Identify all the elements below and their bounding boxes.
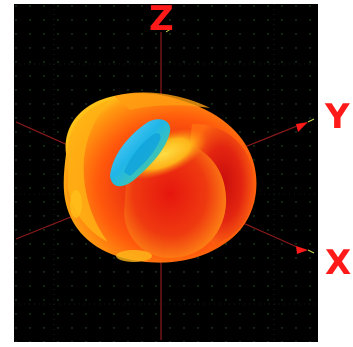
pattern-cold-highlight	[124, 133, 161, 176]
3d-viewport[interactable]	[14, 4, 318, 342]
y-axis-label: Y	[325, 97, 350, 137]
x-axis-tick-icon	[307, 249, 315, 254]
x-axis-arrow-icon	[296, 246, 308, 254]
pattern-rim-top	[114, 92, 210, 110]
pattern-left-accent	[70, 190, 82, 218]
y-axis-arrow-icon	[296, 122, 308, 132]
z-axis-label: Z	[149, 0, 174, 39]
x-axis-label: X	[325, 243, 352, 283]
radiation-pattern-scene	[14, 4, 318, 342]
z-axis-tick-icon	[165, 27, 173, 33]
pattern-bottom-accent	[116, 250, 152, 262]
radiation-pattern-surface	[63, 92, 257, 263]
y-axis-tick-icon	[307, 118, 315, 123]
axis-arrows	[165, 27, 315, 254]
